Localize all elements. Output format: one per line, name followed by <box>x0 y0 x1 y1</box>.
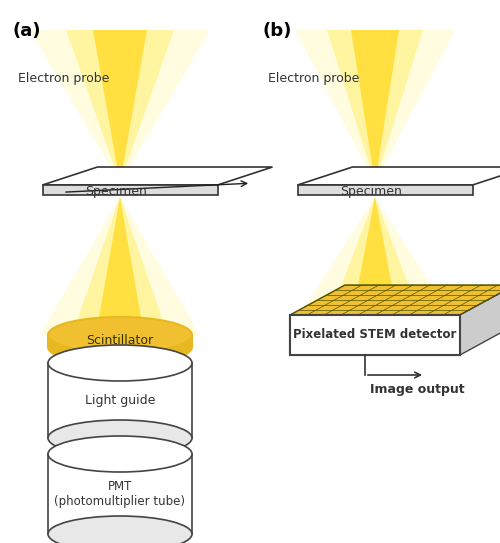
Polygon shape <box>48 335 192 347</box>
Ellipse shape <box>48 436 192 472</box>
Polygon shape <box>298 167 500 185</box>
Text: Electron probe: Electron probe <box>18 72 110 85</box>
Polygon shape <box>290 315 460 355</box>
Polygon shape <box>290 285 500 315</box>
Text: PMT
(photomultiplier tube): PMT (photomultiplier tube) <box>54 480 186 508</box>
Polygon shape <box>295 30 455 183</box>
Text: Image output: Image output <box>370 383 464 396</box>
Text: Scintillator: Scintillator <box>86 334 154 348</box>
Polygon shape <box>298 185 472 195</box>
Polygon shape <box>330 197 420 315</box>
Polygon shape <box>460 285 500 355</box>
Ellipse shape <box>48 516 192 543</box>
Polygon shape <box>290 315 460 355</box>
Polygon shape <box>352 197 398 315</box>
Ellipse shape <box>48 420 192 456</box>
Ellipse shape <box>48 329 192 365</box>
Polygon shape <box>327 30 423 183</box>
Text: Pixelated STEM detector: Pixelated STEM detector <box>294 329 456 342</box>
Text: Electron probe: Electron probe <box>268 72 360 85</box>
Polygon shape <box>72 197 168 335</box>
Polygon shape <box>66 30 174 183</box>
Polygon shape <box>42 167 272 185</box>
Polygon shape <box>42 185 218 195</box>
Polygon shape <box>300 197 450 315</box>
Text: Specimen: Specimen <box>340 186 402 199</box>
Polygon shape <box>93 30 147 183</box>
Text: Light guide: Light guide <box>85 394 155 407</box>
Polygon shape <box>30 30 210 183</box>
Polygon shape <box>48 454 192 534</box>
Polygon shape <box>351 30 399 183</box>
Polygon shape <box>48 363 192 438</box>
Polygon shape <box>40 197 200 335</box>
Ellipse shape <box>48 345 192 381</box>
Text: (b): (b) <box>262 22 292 40</box>
Polygon shape <box>96 197 144 335</box>
Ellipse shape <box>48 317 192 353</box>
Text: Specimen: Specimen <box>85 186 147 199</box>
Text: (a): (a) <box>12 22 40 40</box>
